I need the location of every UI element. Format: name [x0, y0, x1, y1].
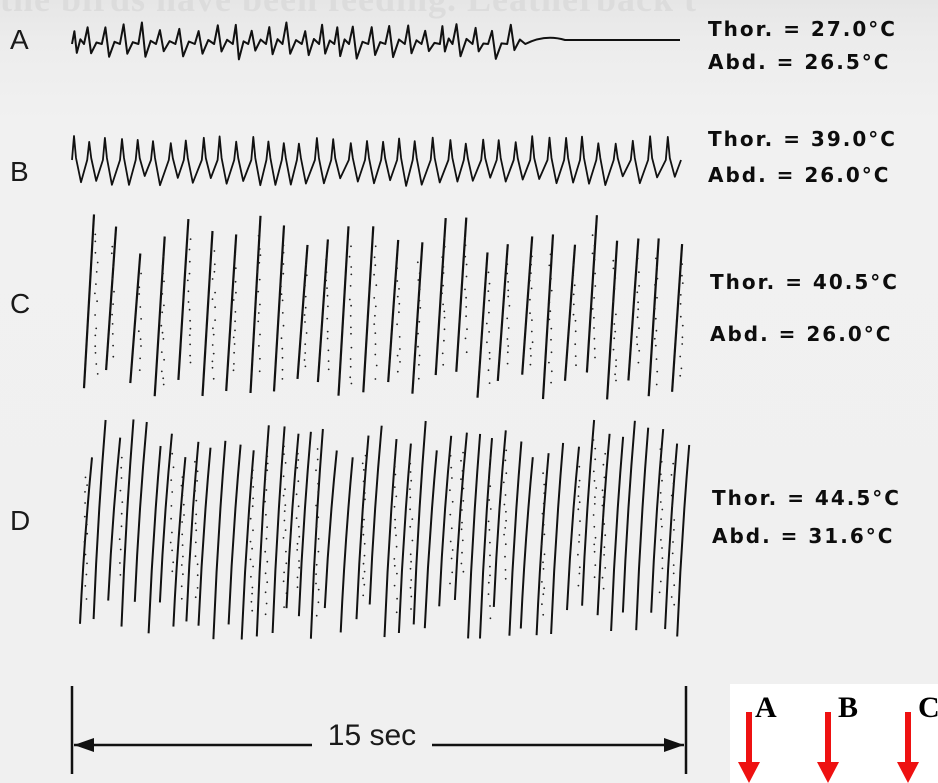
arrowhead-right-icon: [664, 738, 684, 752]
trace-d: [79, 419, 691, 640]
abdomen-temp-c: Abd. = 26.0°C: [710, 322, 893, 346]
marker-label-c: C: [918, 691, 938, 724]
trace-label-c: C: [10, 288, 31, 319]
marker-label-b: B: [838, 691, 859, 724]
down-arrow-icon: [738, 712, 760, 783]
abdomen-temp-a: Abd. = 26.5°C: [708, 50, 891, 74]
scale-bar: [70, 686, 688, 774]
thorax-temp-b: Thor. = 39.0°C: [708, 127, 897, 151]
thorax-temp-d: Thor. = 44.5°C: [712, 486, 901, 510]
down-arrow-icon: [897, 712, 919, 783]
marker-label-a: A: [755, 691, 777, 724]
trace-a: [71, 21, 680, 61]
trace-label-b: B: [10, 156, 29, 187]
thorax-temp-a: Thor. = 27.0°C: [708, 17, 897, 41]
abdomen-temp-d: Abd. = 31.6°C: [712, 524, 895, 548]
bleed-through-text: the birds have been feeding. Leatherback…: [0, 0, 938, 24]
trace-b: [71, 135, 682, 187]
abdomen-temp-b: Abd. = 26.0°C: [708, 163, 891, 187]
thorax-temp-c: Thor. = 40.5°C: [710, 270, 899, 294]
trace-label-a: A: [10, 24, 29, 55]
down-arrow-icon: [817, 712, 839, 783]
arrowhead-left-icon: [74, 738, 94, 752]
scale-bar-label: 15 sec: [312, 719, 432, 753]
trace-c: [82, 214, 684, 400]
trace-label-d: D: [10, 505, 31, 536]
